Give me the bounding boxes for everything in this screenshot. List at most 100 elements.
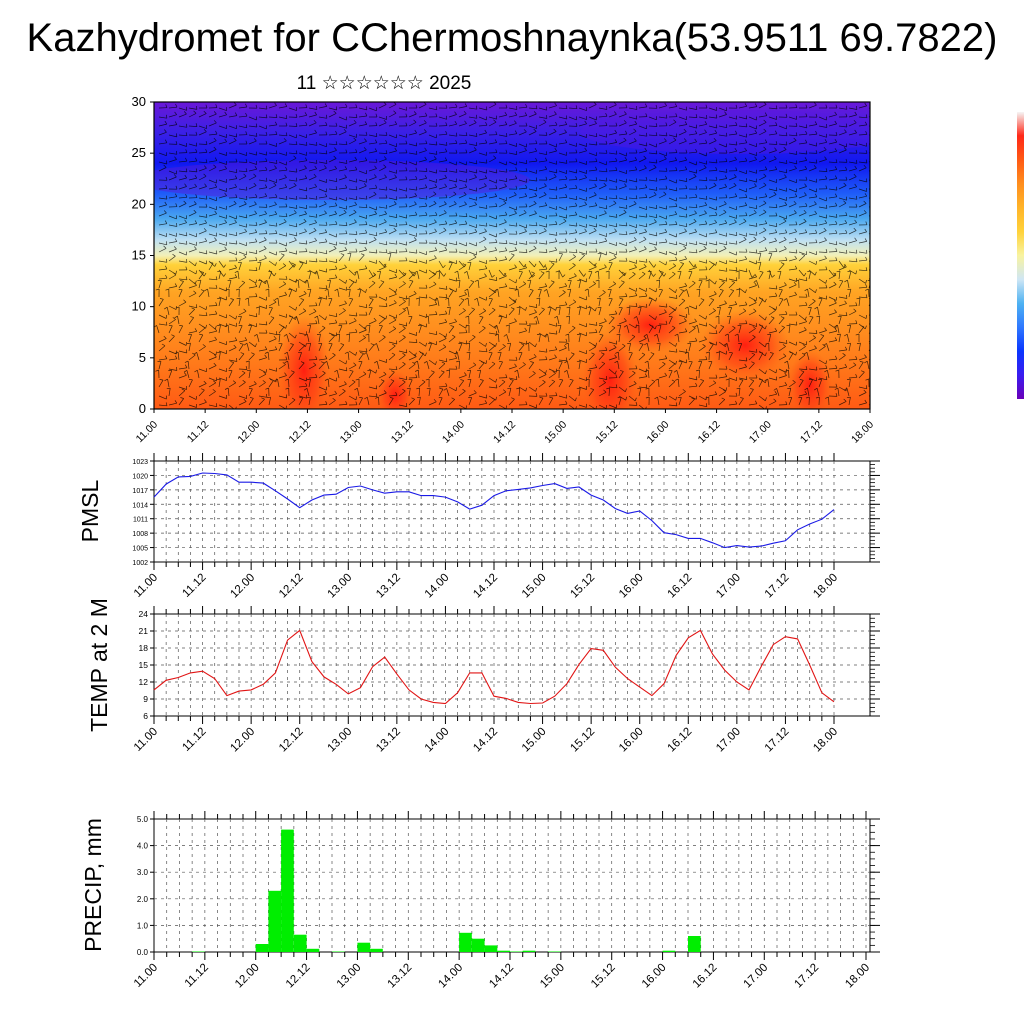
wind-barb — [848, 176, 857, 181]
x-tick-label: 18.00 — [849, 419, 876, 446]
wind-barb — [358, 160, 367, 163]
wind-barb — [238, 372, 246, 379]
wind-barb — [678, 300, 686, 307]
wind-barb — [318, 161, 327, 164]
wind-barb — [568, 116, 577, 121]
wind-barb — [378, 242, 387, 246]
wind-barb-flag — [454, 183, 457, 188]
wind-barb — [578, 242, 587, 246]
wind-barb — [188, 152, 198, 154]
wind-barb — [408, 132, 417, 136]
wind-barb-flag — [415, 167, 418, 172]
wind-barb — [618, 122, 627, 127]
wind-barb — [758, 169, 767, 172]
wind-barb — [698, 213, 707, 217]
wind-barb-flag — [644, 147, 647, 152]
wind-barb-flag — [695, 193, 698, 198]
wind-barb-flag — [365, 240, 368, 244]
wind-barb-flag — [332, 352, 336, 356]
wind-barb — [778, 220, 787, 226]
wind-barb-flag — [472, 334, 476, 338]
wind-barb — [588, 260, 596, 267]
wind-barb — [628, 260, 637, 264]
wind-barb-flag — [715, 315, 720, 318]
wind-barb — [858, 188, 867, 192]
wind-barb — [178, 107, 187, 111]
wind-barb — [498, 197, 507, 202]
wind-barb-flag — [653, 219, 657, 223]
wind-barb — [408, 293, 417, 298]
wind-barb — [638, 158, 647, 163]
wind-barb — [498, 346, 506, 352]
wind-barb — [678, 159, 687, 163]
wind-barb — [578, 296, 587, 301]
wind-barb-flag — [876, 221, 877, 224]
wind-barb-flag — [514, 247, 518, 251]
wind-barb-flag — [454, 270, 458, 274]
wind-barb-flag — [355, 231, 358, 235]
wind-barb — [388, 319, 397, 325]
wind-barb — [498, 259, 507, 262]
wind-barb-flag — [725, 194, 728, 198]
wind-barb — [668, 404, 677, 407]
wind-barb-flag — [405, 248, 408, 252]
wind-barb — [348, 381, 356, 388]
wind-barb-flag — [364, 246, 367, 251]
wind-barb — [558, 325, 562, 334]
wind-barb — [468, 116, 477, 119]
wind-barb — [318, 296, 327, 300]
wind-barb — [238, 401, 247, 406]
wind-barb — [808, 271, 812, 280]
wind-barb-flag — [562, 290, 566, 293]
wind-barb — [848, 215, 857, 218]
wind-barb — [428, 231, 437, 235]
wind-barb — [368, 299, 374, 307]
wind-barb-flag — [204, 399, 207, 403]
wind-barb — [738, 150, 747, 154]
wind-barb-flag — [715, 261, 717, 266]
wind-barb-flag — [575, 406, 577, 409]
wind-barb — [798, 321, 807, 325]
wind-barb-flag — [254, 283, 258, 287]
wind-barb — [368, 282, 376, 289]
wind-barb — [638, 295, 647, 298]
wind-barb-flag — [634, 246, 637, 250]
wind-barb-flag — [555, 121, 558, 126]
wind-barb-flag — [814, 306, 818, 310]
wind-barb — [768, 305, 777, 311]
wind-barb — [748, 276, 757, 280]
wind-barb — [798, 397, 803, 406]
wind-barb-flag — [234, 219, 237, 223]
wind-barb-flag — [323, 361, 327, 364]
wind-barb — [776, 388, 780, 397]
wind-barb-flag — [493, 119, 497, 123]
wind-barb — [508, 321, 517, 325]
wind-barb-flag — [493, 325, 497, 328]
wind-barb — [218, 377, 227, 381]
wind-barb — [788, 212, 797, 217]
wind-barb-flag — [854, 165, 857, 169]
wind-barb — [348, 134, 357, 138]
wind-barb — [398, 390, 406, 397]
wind-barb-flag — [550, 280, 555, 283]
wind-barb-flag — [174, 156, 177, 160]
wind-barb-flag — [355, 378, 360, 381]
wind-barb-flag — [874, 156, 876, 159]
wind-barb — [748, 296, 757, 302]
wind-barb-flag — [605, 149, 608, 154]
wind-barb-flag — [289, 316, 293, 318]
wind-barb — [248, 269, 258, 271]
wind-barb — [268, 233, 278, 235]
wind-barb-flag — [413, 353, 417, 357]
wind-barb-flag — [385, 194, 388, 199]
wind-barb-flag — [700, 379, 704, 381]
wind-barb-flag — [665, 303, 668, 308]
wind-barb-flag — [715, 374, 718, 379]
wind-barb — [308, 240, 317, 244]
wind-barb-flag — [674, 378, 679, 381]
wind-barb — [446, 388, 450, 397]
wind-barb-flag — [514, 288, 519, 291]
wind-barb — [518, 283, 526, 289]
wind-barb — [458, 123, 467, 127]
wind-barb — [688, 321, 697, 325]
